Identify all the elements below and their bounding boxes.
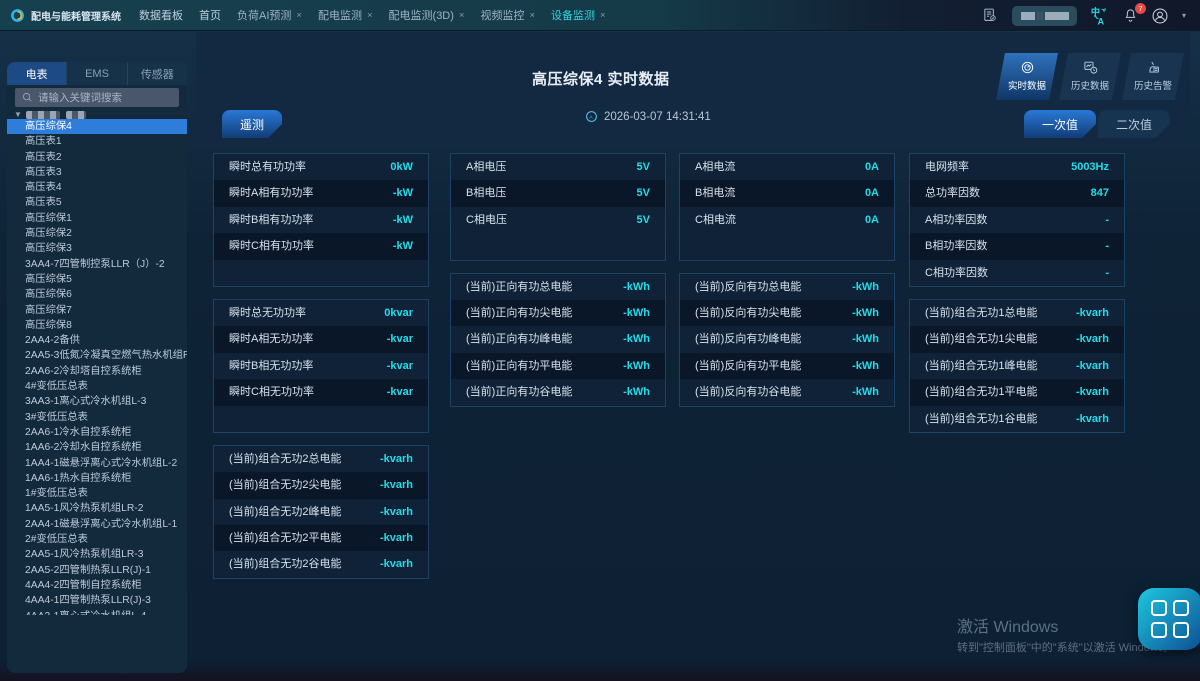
svg-text:A: A [589, 115, 593, 121]
